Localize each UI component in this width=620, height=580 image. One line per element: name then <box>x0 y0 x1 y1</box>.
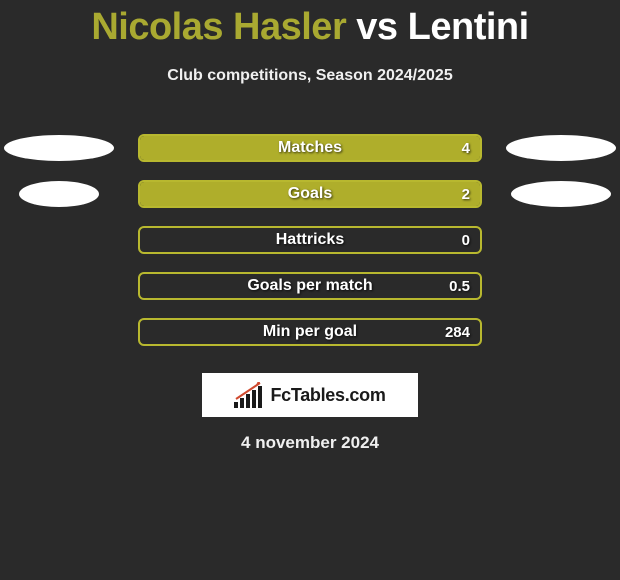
stat-bar: Hattricks0 <box>138 226 482 254</box>
stat-bar: Goals per match0.5 <box>138 272 482 300</box>
stat-row: Hattricks0 <box>0 217 620 263</box>
stat-bar: Min per goal284 <box>138 318 482 346</box>
left-ellipse <box>4 135 114 161</box>
stat-value: 2 <box>462 182 470 206</box>
player1-name: Nicolas Hasler <box>91 6 346 48</box>
stat-row: Min per goal284 <box>0 309 620 355</box>
stat-value: 0 <box>462 228 470 252</box>
stat-row: Goals2 <box>0 171 620 217</box>
logo-chart-icon <box>234 382 264 408</box>
player2-name: Lentini <box>408 6 529 48</box>
stat-value: 0.5 <box>449 274 470 298</box>
stat-label: Matches <box>140 136 480 160</box>
subtitle: Club competitions, Season 2024/2025 <box>0 67 620 85</box>
stats-rows: Matches4Goals2Hattricks0Goals per match0… <box>0 125 620 355</box>
stat-value: 4 <box>462 136 470 160</box>
stat-bar: Goals2 <box>138 180 482 208</box>
stat-row: Matches4 <box>0 125 620 171</box>
right-ellipse <box>511 181 611 207</box>
date-text: 4 november 2024 <box>0 433 620 453</box>
stat-label: Hattricks <box>140 228 480 252</box>
stat-label: Min per goal <box>140 320 480 344</box>
stat-row: Goals per match0.5 <box>0 263 620 309</box>
vs-text: vs <box>356 6 397 48</box>
stat-label: Goals <box>140 182 480 206</box>
brand-logo: FcTables.com <box>202 373 418 417</box>
comparison-title: Nicolas Hasler vs Lentini <box>0 0 620 49</box>
right-ellipse <box>506 135 616 161</box>
left-ellipse <box>19 181 99 207</box>
logo-text: FcTables.com <box>270 385 385 406</box>
stat-label: Goals per match <box>140 274 480 298</box>
stat-bar: Matches4 <box>138 134 482 162</box>
stat-value: 284 <box>445 320 470 344</box>
